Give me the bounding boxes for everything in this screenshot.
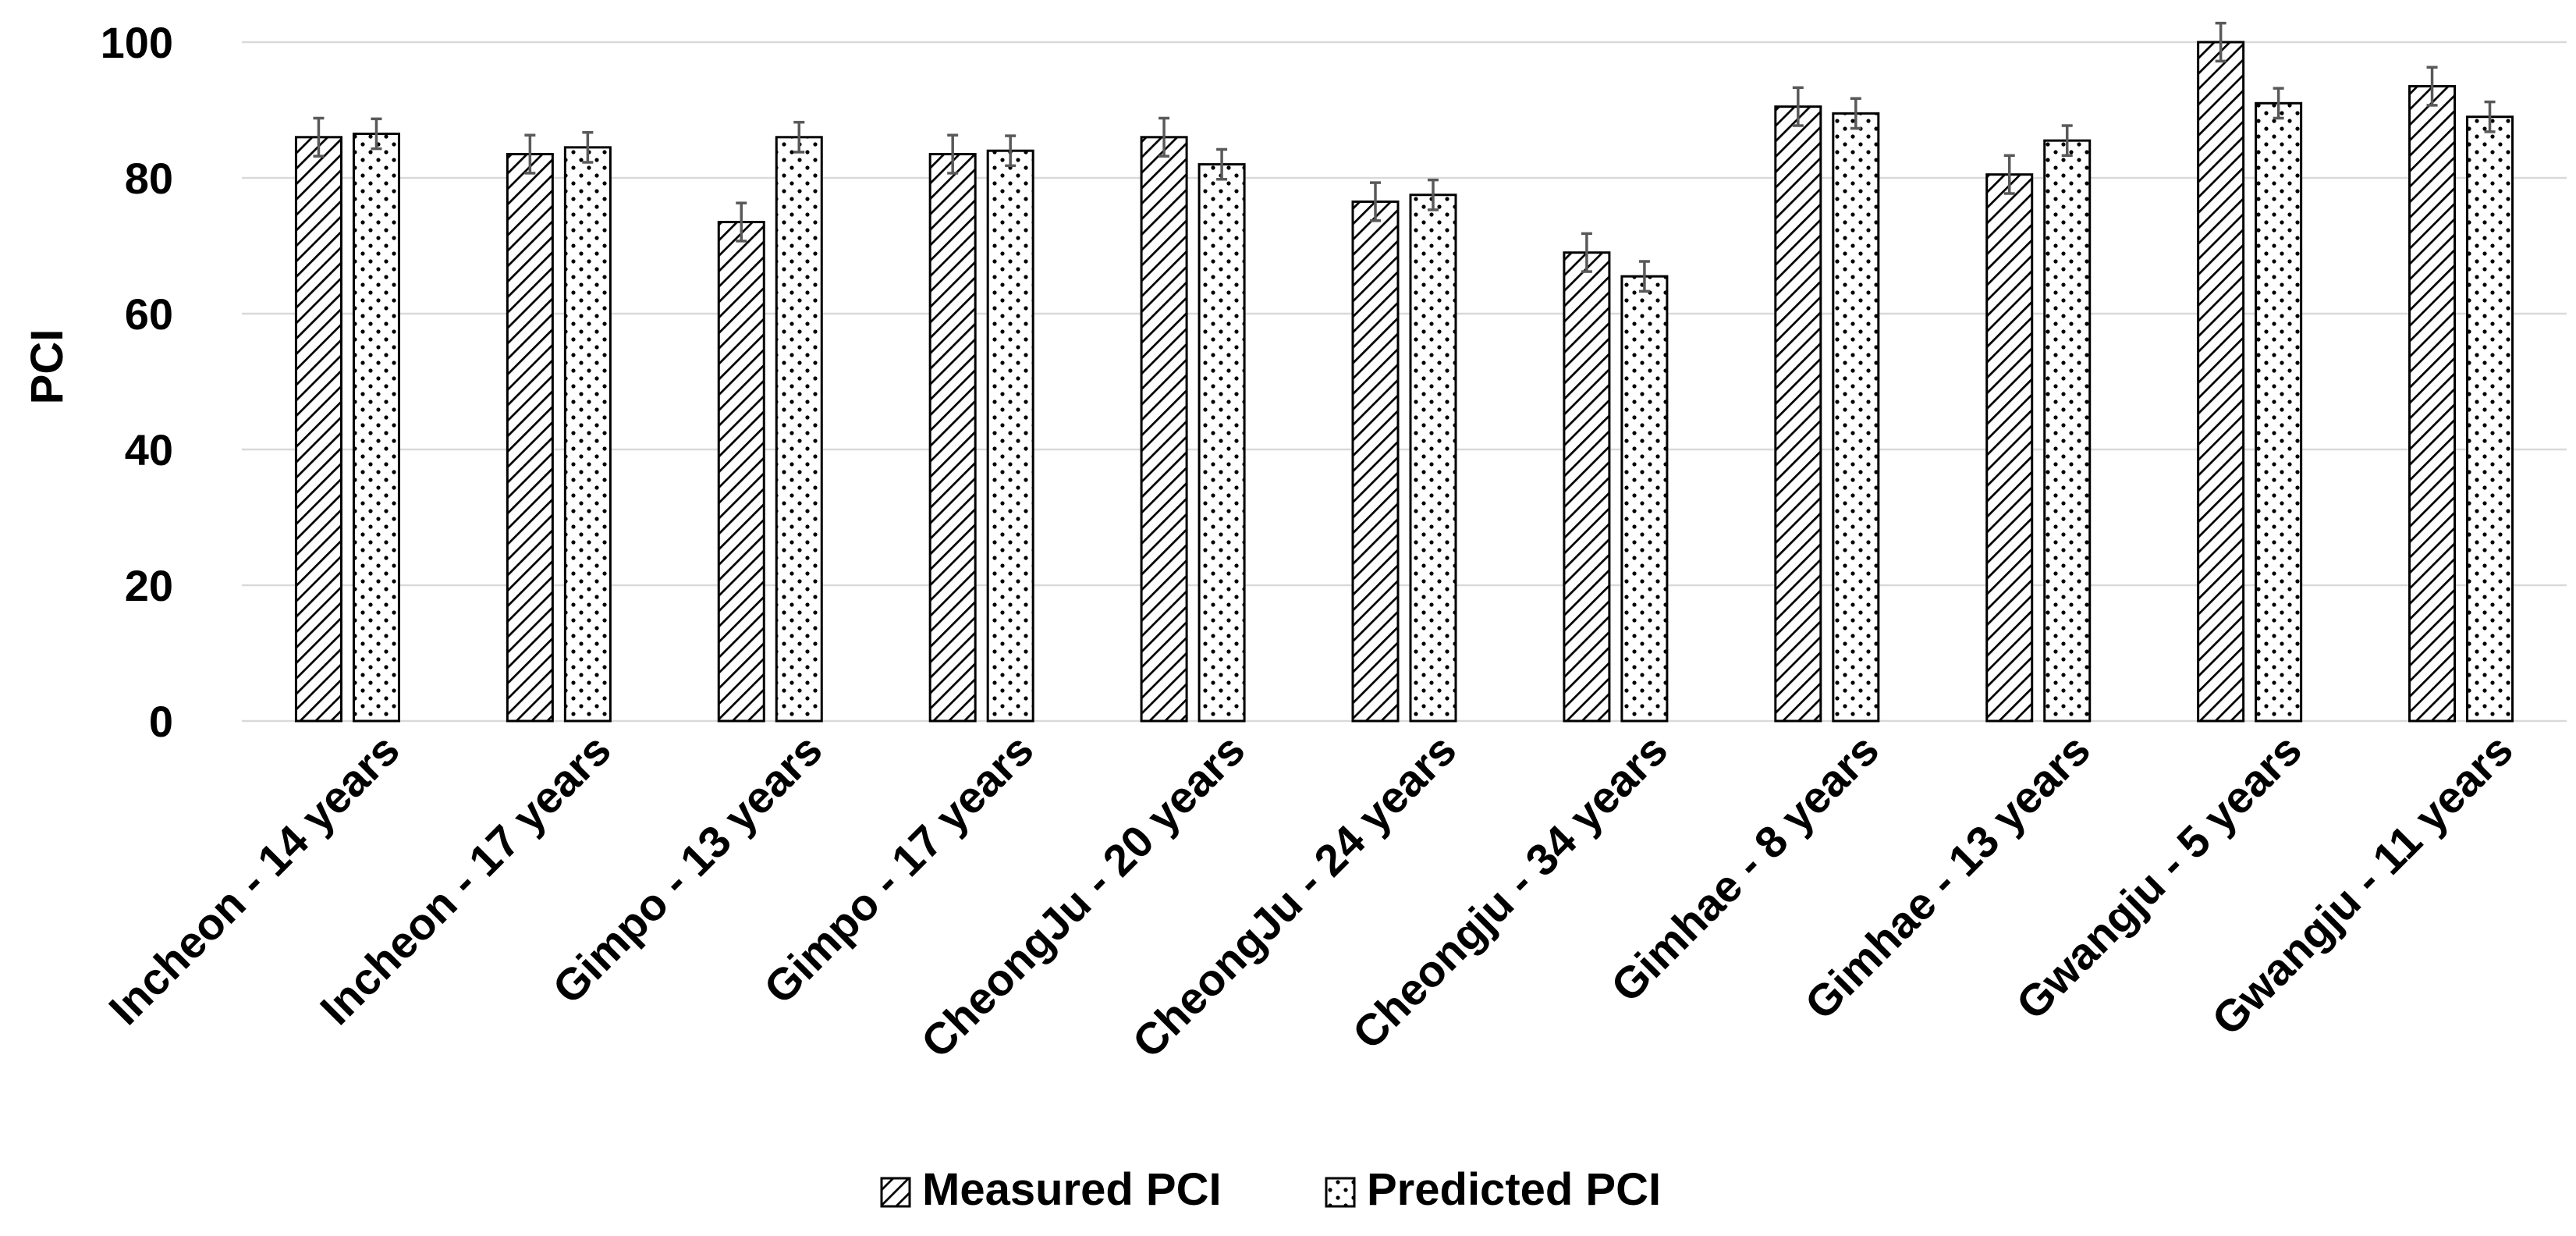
- error-bar: [2061, 124, 2073, 158]
- error-bar: [736, 201, 747, 243]
- bars: [294, 41, 2514, 723]
- error-bars: [313, 21, 2496, 293]
- legend-label: Measured PCI: [922, 1164, 1222, 1215]
- bar-predicted-pci: [2255, 101, 2303, 723]
- y-tick-label: 60: [125, 289, 173, 339]
- legend-item-measured-pci: Measured PCI: [880, 1164, 1222, 1215]
- bar-measured-pci: [1563, 251, 1611, 723]
- y-axis-ticks: 0 20 40 60 80 100: [101, 18, 173, 746]
- error-bar: [582, 130, 594, 164]
- bar-measured-pci: [717, 221, 765, 723]
- legend-label: Predicted PCI: [1367, 1164, 1661, 1215]
- bar-measured-pci: [506, 153, 554, 723]
- bar-measured-pci: [2408, 85, 2457, 723]
- y-tick-label: 0: [149, 697, 173, 746]
- bar-predicted-pci: [986, 149, 1034, 723]
- y-tick-label: 100: [101, 18, 173, 67]
- bar-predicted-pci: [352, 132, 400, 723]
- legend-swatch-predicted: [1325, 1177, 1356, 1208]
- error-bar: [1850, 97, 1861, 130]
- bar-predicted-pci: [1620, 275, 1669, 723]
- bar-measured-pci: [294, 136, 342, 723]
- y-tick-label: 20: [125, 561, 173, 610]
- y-axis-label: PCI: [22, 329, 73, 405]
- error-bar: [313, 116, 325, 158]
- error-bar: [1005, 134, 1017, 168]
- error-bar: [1428, 178, 1439, 211]
- error-bar: [2215, 21, 2227, 63]
- bar-measured-pci: [1351, 200, 1400, 723]
- y-tick-label: 80: [125, 154, 173, 203]
- bar-predicted-pci: [1832, 112, 1880, 723]
- bar-predicted-pci: [563, 146, 612, 723]
- bar-predicted-pci: [2466, 115, 2514, 723]
- error-bar: [1581, 232, 1592, 273]
- error-bar: [2484, 100, 2496, 133]
- legend-item-predicted-pci: Predicted PCI: [1325, 1164, 1661, 1215]
- bar-measured-pci: [1774, 105, 1822, 723]
- bar-predicted-pci: [775, 136, 823, 723]
- error-bar: [947, 133, 959, 175]
- error-bar: [793, 120, 805, 154]
- error-bar: [1216, 147, 1228, 181]
- error-bar: [2273, 87, 2284, 120]
- error-bar: [1158, 116, 1170, 158]
- legend-swatch-measured: [880, 1177, 911, 1208]
- error-bar: [1792, 86, 1804, 127]
- error-bar: [2003, 154, 2015, 195]
- error-bar: [2426, 66, 2438, 107]
- error-bar: [371, 117, 382, 151]
- bar-measured-pci: [1140, 136, 1188, 723]
- bar-measured-pci: [928, 153, 977, 723]
- error-bar: [1638, 260, 1650, 293]
- y-tick-label: 40: [125, 425, 173, 474]
- bar-predicted-pci: [1409, 194, 1457, 723]
- bar-predicted-pci: [2043, 139, 2092, 723]
- bar-measured-pci: [2197, 41, 2245, 723]
- error-bar: [524, 133, 536, 175]
- bar-measured-pci: [1985, 173, 2034, 723]
- gridlines: [242, 41, 2567, 723]
- legend: Measured PCI Predicted PCI: [880, 1164, 1661, 1215]
- bar-predicted-pci: [1198, 163, 1246, 723]
- error-bar: [1370, 181, 1381, 222]
